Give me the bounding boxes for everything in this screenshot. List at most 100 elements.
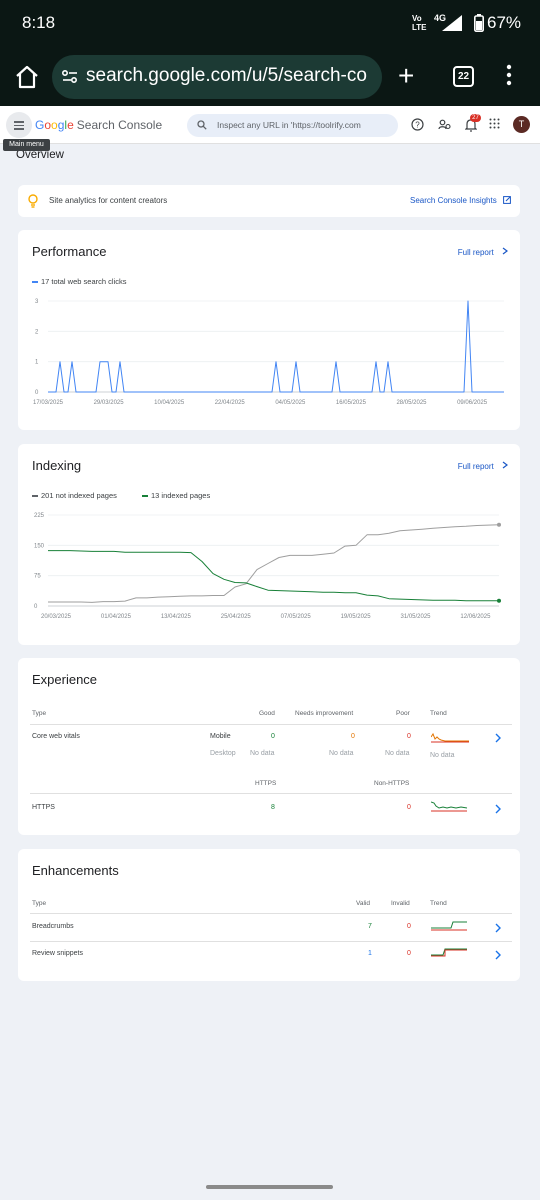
search-icon <box>197 120 207 130</box>
y-tick-label: 2 <box>35 329 39 335</box>
desktop-poor-value: No data <box>385 750 410 757</box>
core-web-vitals-label[interactable]: Core web vitals <box>32 733 80 740</box>
enhancements-title: Enhancements <box>32 863 119 878</box>
y-tick-label: 225 <box>34 513 45 519</box>
column-header-https: HTTPS <box>255 780 277 787</box>
review-snippets-label[interactable]: Review snippets <box>32 950 83 957</box>
site-settings-icon[interactable] <box>61 68 79 86</box>
new-tab-button[interactable]: + <box>398 60 415 91</box>
column-header-type: Type <box>32 900 47 907</box>
indexing-full-report-link[interactable]: Full report <box>458 461 508 471</box>
series-line <box>48 300 504 393</box>
tab-switcher-button[interactable]: 22 <box>453 66 474 87</box>
indexing-chart: 0 75 150 225 20/03/2025 01/04/2025 13/04/2025 2… <box>34 513 501 620</box>
insights-text: Site analytics for content creators <box>49 196 168 205</box>
address-bar[interactable]: search.google.com/u/5/search-co <box>52 55 382 99</box>
logo-letter: o <box>51 118 58 132</box>
home-button[interactable] <box>14 64 40 90</box>
url-inspection-search[interactable]: Inspect any URL in 'https://toolrify.com <box>187 114 398 137</box>
core-web-vitals-chevron-icon[interactable] <box>493 733 503 743</box>
x-tick-label: 10/04/2025 <box>154 400 185 406</box>
google-wordmark: Google <box>35 118 74 132</box>
y-tick-label: 0 <box>34 604 38 610</box>
performance-card: Performance Full report 17 total web sea… <box>18 230 520 430</box>
https-value: 8 <box>271 804 275 811</box>
breadcrumbs-valid-value: 7 <box>368 923 372 930</box>
x-tick-label: 20/03/2025 <box>41 614 72 620</box>
insights-card: Site analytics for content creators Sear… <box>18 185 520 217</box>
mobile-needs-value: 0 <box>351 733 355 740</box>
search-console-insights-link[interactable]: Search Console Insights <box>410 196 511 205</box>
performance-full-report-link[interactable]: Full report <box>458 247 508 257</box>
desktop-good-value: No data <box>250 750 275 757</box>
more-options-icon[interactable] <box>506 64 512 86</box>
search-console-logo[interactable]: Google Search Console <box>35 118 162 132</box>
x-tick-label: 12/06/2025 <box>460 614 491 620</box>
y-tick-label: 150 <box>34 543 45 549</box>
x-tick-label: 09/06/2025 <box>457 400 488 406</box>
column-header-type: Type <box>32 710 47 717</box>
url-text[interactable]: search.google.com/u/5/search-co <box>86 65 367 86</box>
legend-swatch <box>32 281 38 284</box>
non-https-value: 0 <box>407 804 411 811</box>
y-tick-label: 1 <box>35 360 39 366</box>
x-tick-label: 22/04/2025 <box>215 400 246 406</box>
logo-letter: e <box>67 118 74 132</box>
column-header-trend: Trend <box>430 900 447 907</box>
breadcrumbs-label[interactable]: Breadcrumbs <box>32 923 74 930</box>
review-snippets-chevron-icon[interactable] <box>493 950 503 960</box>
column-header-trend: Trend <box>430 710 447 717</box>
breadcrumbs-chevron-icon[interactable] <box>493 923 503 933</box>
breadcrumbs-invalid-value: 0 <box>407 923 411 930</box>
series-line <box>48 550 499 602</box>
mobile-poor-value: 0 <box>407 733 411 740</box>
column-header-invalid: Invalid <box>391 900 410 907</box>
breadcrumbs-trend-sparkline <box>431 921 467 931</box>
help-icon[interactable]: ? <box>411 118 424 131</box>
enhancements-card: Enhancements Type Valid Invalid Trend Br… <box>18 849 520 981</box>
manage-users-icon[interactable] <box>438 118 451 131</box>
chevron-right-icon <box>502 461 508 469</box>
apps-grid-icon[interactable] <box>489 118 500 129</box>
page-title: Overview <box>16 149 64 161</box>
series-end-point <box>497 598 501 603</box>
column-header-non-https: Non-HTTPS <box>374 780 410 787</box>
volte-indicator: Vo LTE <box>412 14 427 32</box>
column-header-needs-improvement: Needs improvement <box>295 710 354 717</box>
browser-toolbar: search.google.com/u/5/search-co + 22 <box>0 48 540 106</box>
review-snippets-valid-value: 1 <box>368 950 372 957</box>
x-tick-label: 17/03/2025 <box>33 400 64 406</box>
network-type: 4G <box>434 13 447 23</box>
x-tick-label: 07/05/2025 <box>281 614 312 620</box>
logo-letter: l <box>64 118 68 132</box>
x-tick-label: 29/03/2025 <box>94 400 125 406</box>
https-label[interactable]: HTTPS <box>32 804 55 811</box>
legend-swatch <box>32 495 38 498</box>
desktop-needs-value: No data <box>329 750 354 757</box>
app-header: Google Search Console Inspect any URL in … <box>0 106 540 144</box>
indexing-title: Indexing <box>32 458 82 473</box>
divider <box>30 913 512 914</box>
performance-chart: 0 1 2 3 17/03/2025 29/03/2025 10/04/2025 22/04/… <box>33 299 504 406</box>
experience-title: Experience <box>32 672 98 687</box>
battery-percent: 67% <box>487 13 522 32</box>
main-menu-button[interactable] <box>6 112 32 138</box>
performance-title: Performance <box>32 244 107 259</box>
status-bar: 8:18 Vo LTE 4G 67% <box>0 0 540 48</box>
desktop-label: Desktop <box>210 750 236 757</box>
y-tick-label: 0 <box>35 390 39 396</box>
series-line <box>48 524 500 603</box>
https-trend-sparkline <box>431 801 468 812</box>
gesture-navigation-bar[interactable] <box>206 1185 333 1189</box>
x-tick-label: 01/04/2025 <box>101 614 132 620</box>
column-header-valid: Valid <box>356 900 370 907</box>
x-tick-label: 13/04/2025 <box>161 614 192 620</box>
notification-badge: 27 <box>470 114 481 122</box>
account-avatar[interactable]: T <box>513 116 530 133</box>
column-header-poor: Poor <box>396 710 410 717</box>
mobile-good-value: 0 <box>271 733 275 740</box>
https-chevron-icon[interactable] <box>493 804 503 814</box>
y-tick-label: 75 <box>34 574 41 580</box>
x-tick-label: 31/05/2025 <box>400 614 431 620</box>
not-indexed-legend: 201 not indexed pages <box>32 491 117 500</box>
